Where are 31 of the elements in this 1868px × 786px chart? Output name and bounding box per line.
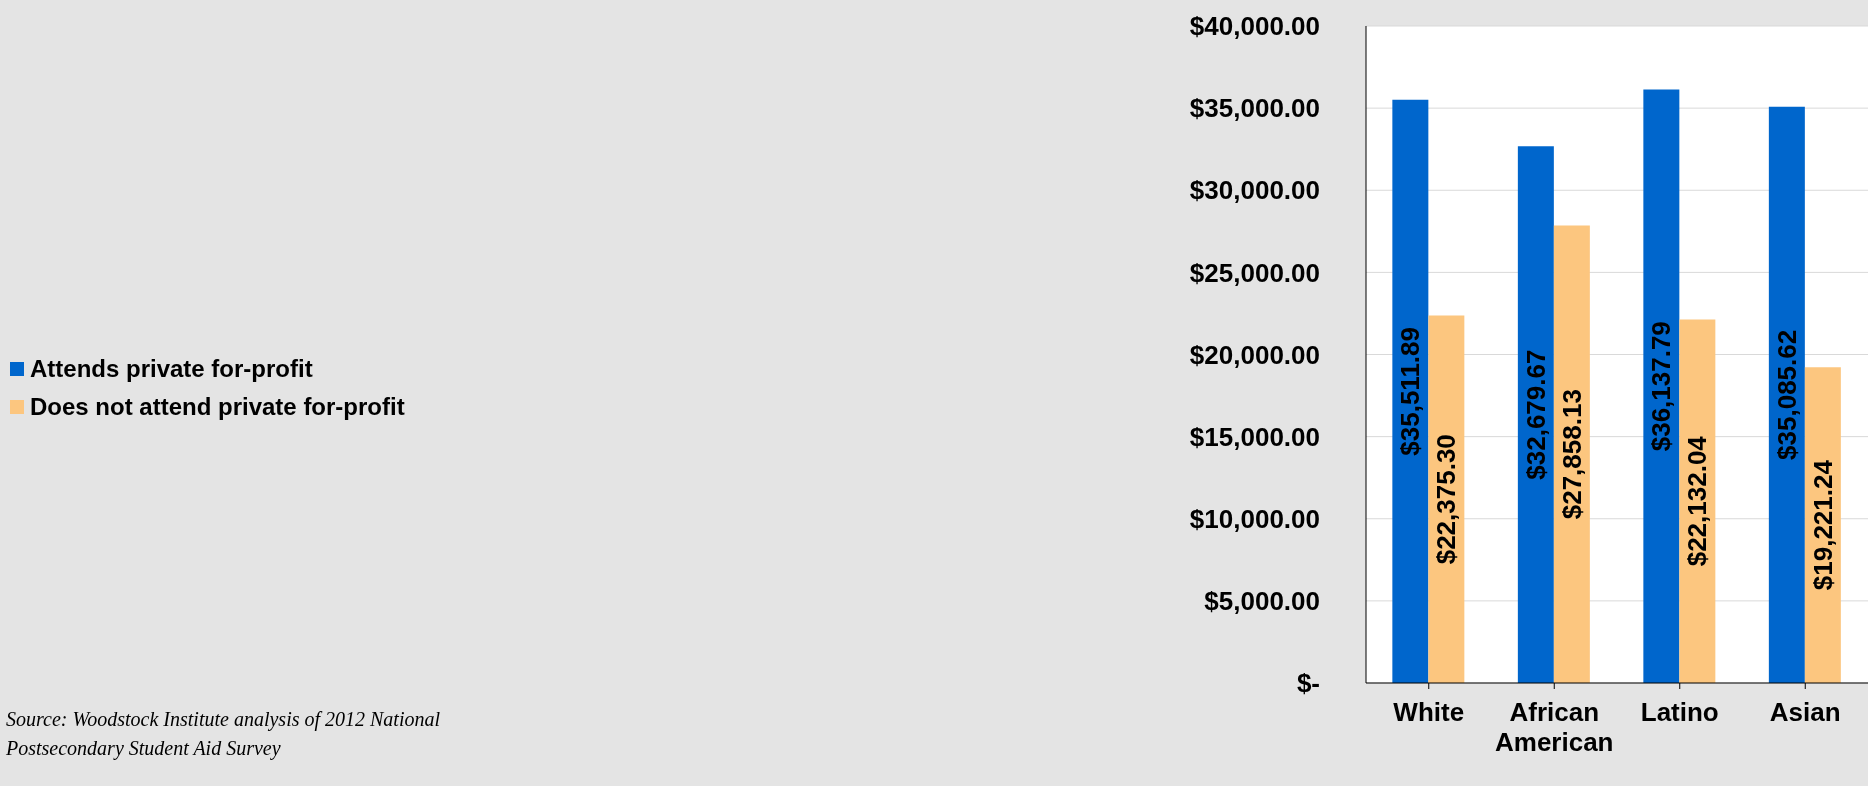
legend-label: Does not attend private for-profit [30,393,405,421]
data-label: $22,375.30 [1431,434,1462,565]
bar [1517,146,1554,683]
y-tick-label: $40,000.00 [1189,11,1320,42]
bar [1643,89,1680,683]
data-label: $32,679.67 [1520,349,1551,480]
data-label: $36,137.79 [1646,321,1677,452]
y-tick-label: $15,000.00 [1189,421,1320,452]
x-tick-label: White [1393,697,1465,727]
y-tick-label: $10,000.00 [1189,503,1320,534]
data-label: $35,511.89 [1395,327,1426,456]
bar [1392,99,1429,683]
x-tick-label: Asian [1769,697,1841,727]
data-label: $27,858.13 [1556,389,1587,520]
y-tick-label: $35,000.00 [1189,93,1320,124]
x-tick-label: African American [1495,697,1614,757]
bar [1553,225,1590,683]
data-label: $19,221.24 [1807,459,1838,591]
y-tick-label: $30,000.00 [1189,175,1320,206]
legend-label: Attends private for-profit [30,355,313,383]
y-tick-label: $25,000.00 [1189,257,1320,288]
data-label: $35,085.62 [1771,329,1802,460]
bar [1428,315,1465,683]
source-note: Source: Woodstock Institute analysis of 2012 National Postsecondary Student Aid Survey [6,707,442,762]
y-tick-label: $5,000.00 [1204,586,1320,617]
y-tick-label: $20,000.00 [1189,339,1320,370]
x-tick-label: Latino [1640,697,1719,727]
bar [1679,319,1716,683]
data-label: $22,132.04 [1682,435,1713,567]
y-tick-label: $- [1296,668,1320,699]
bar [1768,106,1805,683]
